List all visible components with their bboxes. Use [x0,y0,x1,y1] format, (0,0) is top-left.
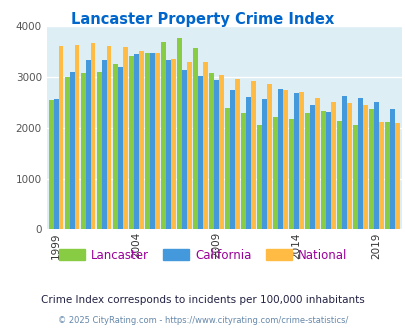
Bar [373,102,378,229]
Bar [70,72,75,229]
Bar [213,80,218,229]
Bar [181,70,186,229]
Bar [107,46,111,229]
Bar [59,46,63,229]
Legend: Lancaster, California, National: Lancaster, California, National [54,244,351,266]
Bar [309,105,314,229]
Bar [293,93,298,229]
Bar [245,97,250,229]
Bar [134,54,139,229]
Bar [90,43,95,229]
Bar [266,84,271,229]
Bar [346,103,351,229]
Bar [113,64,117,229]
Bar [320,111,325,229]
Bar [330,102,335,229]
Bar [75,45,79,229]
Bar [161,42,166,229]
Bar [177,38,181,229]
Bar [170,59,175,229]
Bar [97,72,102,229]
Bar [325,112,330,229]
Bar [336,121,341,229]
Bar [241,113,245,229]
Bar [234,79,239,229]
Bar [186,62,191,229]
Bar [229,90,234,229]
Bar [282,90,287,229]
Bar [362,105,367,229]
Text: Crime Index corresponds to incidents per 100,000 inhabitants: Crime Index corresponds to incidents per… [41,295,364,305]
Bar [314,98,319,229]
Text: © 2025 CityRating.com - https://www.cityrating.com/crime-statistics/: © 2025 CityRating.com - https://www.city… [58,316,347,325]
Bar [209,73,213,229]
Bar [139,51,143,229]
Bar [86,60,90,229]
Bar [117,67,122,229]
Bar [129,56,134,229]
Bar [149,53,154,229]
Bar [394,123,399,229]
Bar [256,125,261,229]
Bar [193,48,197,229]
Bar [81,73,86,229]
Bar [261,99,266,229]
Bar [197,76,202,229]
Bar [288,119,293,229]
Bar [250,81,255,229]
Bar [224,108,229,229]
Bar [298,92,303,229]
Bar [202,62,207,229]
Bar [389,109,394,229]
Bar [384,122,389,229]
Bar [341,96,346,229]
Bar [352,125,357,229]
Bar [145,53,149,229]
Bar [357,98,362,229]
Bar [368,109,373,229]
Bar [49,100,54,229]
Bar [273,117,277,229]
Bar [122,47,127,229]
Bar [305,113,309,229]
Bar [166,60,170,229]
Bar [65,77,70,229]
Bar [54,99,59,229]
Text: Lancaster Property Crime Index: Lancaster Property Crime Index [71,12,334,26]
Bar [277,89,282,229]
Bar [378,122,383,229]
Bar [218,75,223,229]
Bar [102,60,107,229]
Bar [154,53,159,229]
